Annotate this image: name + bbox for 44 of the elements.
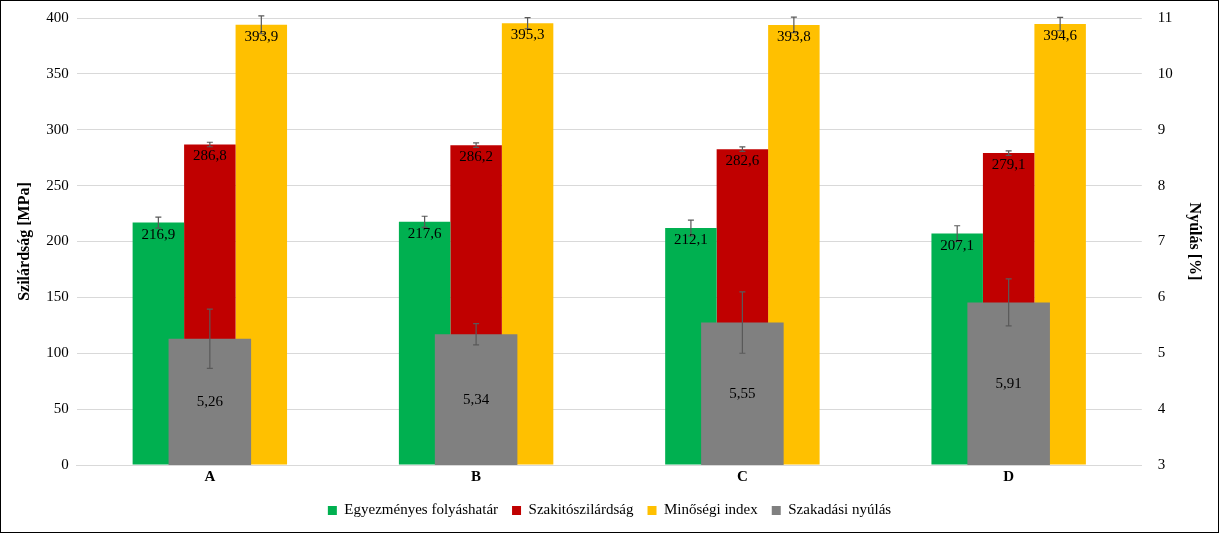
data-label: 5,26: [196, 392, 224, 409]
x-tick-label: D: [1003, 467, 1015, 484]
data-label: 393,9: [244, 27, 279, 44]
data-label: 286,8: [192, 147, 227, 164]
x-tick-label: C: [736, 467, 748, 484]
y-tick-label: 100: [46, 344, 69, 361]
y2-tick-label: 4: [1157, 400, 1166, 417]
data-label: 279,1: [991, 156, 1026, 173]
y-tick-label: 200: [46, 232, 69, 249]
data-label: 395,3: [510, 26, 545, 43]
data-label: 393,8: [776, 27, 811, 44]
y-tick-label: 300: [46, 120, 69, 137]
data-label: 282,6: [725, 152, 760, 169]
data-label: 286,2: [459, 148, 493, 165]
y2-tick-label: 5: [1157, 344, 1166, 361]
y2-tick-label: 9: [1157, 120, 1166, 137]
y2-axis-title: Nyúlás [%]: [1186, 202, 1205, 281]
data-label: 394,6: [1043, 26, 1078, 43]
legend-label: Szakadási nyúlás: [788, 501, 892, 518]
data-label: 5,91: [995, 374, 1022, 391]
data-label: 207,1: [940, 236, 975, 253]
data-label: 217,6: [407, 224, 443, 241]
y2-tick-label: 3: [1157, 455, 1166, 472]
y-tick-label: 50: [53, 400, 69, 417]
y-tick-label: 150: [46, 288, 69, 305]
x-tick-label: A: [204, 467, 216, 484]
y2-tick-label: 7: [1157, 232, 1166, 249]
y-tick-label: 350: [46, 64, 69, 81]
legend-label: Egyezményes folyáshatár: [344, 501, 499, 518]
legend-label: Szakitószilárdság: [528, 501, 635, 518]
data-label: 212,1: [674, 230, 708, 247]
data-label: 5,34: [462, 390, 490, 407]
x-tick-label: B: [471, 467, 482, 484]
data-label: 216,9: [141, 225, 176, 242]
y2-tick-label: 8: [1157, 176, 1166, 193]
y-tick-label: 250: [46, 176, 69, 193]
y2-tick-label: 6: [1157, 288, 1166, 305]
y2-tick-label: 10: [1157, 64, 1173, 81]
legend-label: Minőségi index: [664, 501, 759, 518]
y2-tick-label: 11: [1157, 8, 1173, 25]
y-tick-label: 400: [46, 8, 69, 25]
y-axis-title: Szilárdság [MPa]: [14, 182, 33, 301]
y-tick-label: 0: [61, 455, 69, 472]
data-label: 5,55: [729, 384, 756, 401]
